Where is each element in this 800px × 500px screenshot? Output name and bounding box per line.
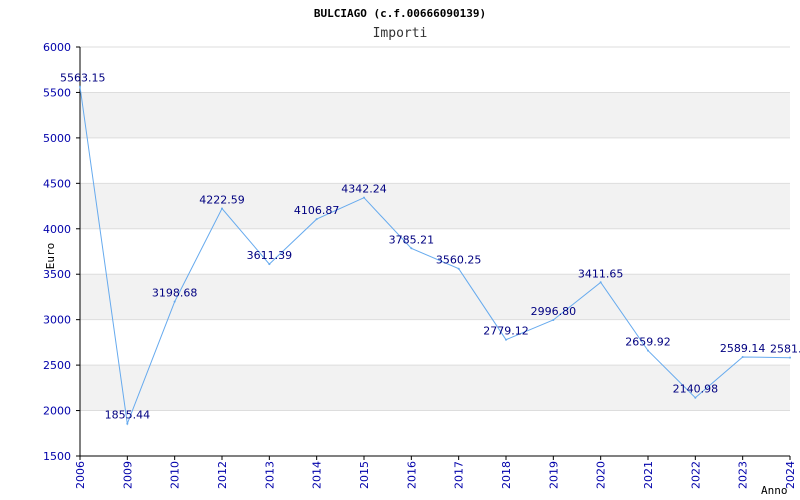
data-point bbox=[126, 422, 129, 425]
y-tick-label: 4000 bbox=[43, 223, 71, 236]
x-tick-label: 2019 bbox=[547, 461, 560, 489]
data-point bbox=[599, 281, 602, 284]
x-axis-label: Anno bbox=[761, 484, 788, 497]
chart-title: BULCIAGO (c.f.00666090139) bbox=[314, 7, 486, 20]
y-axis-label: Euro bbox=[44, 243, 57, 270]
data-label: 4222.59 bbox=[199, 194, 245, 207]
data-label: 2996.80 bbox=[531, 305, 577, 318]
y-tick-label: 2500 bbox=[43, 359, 71, 372]
y-tick-label: 6000 bbox=[43, 41, 71, 54]
x-tick-label: 2021 bbox=[642, 461, 655, 489]
data-point bbox=[457, 267, 460, 270]
x-tick-label: 2018 bbox=[500, 461, 513, 489]
x-tick-label: 2016 bbox=[405, 461, 418, 489]
data-point bbox=[741, 356, 744, 359]
data-label: 3611.39 bbox=[247, 249, 293, 262]
data-label: 2581.8 bbox=[770, 343, 800, 356]
data-label: 3785.21 bbox=[389, 233, 435, 246]
x-tick-label: 2012 bbox=[216, 461, 229, 489]
data-point bbox=[647, 349, 649, 352]
y-tick-label: 5000 bbox=[43, 132, 71, 145]
data-point bbox=[363, 196, 365, 199]
data-point bbox=[79, 85, 81, 88]
data-labels: 5563.15 1855.44 3198.68 4222.59 3611.39 4106.… bbox=[60, 72, 800, 422]
data-label: 3198.68 bbox=[152, 287, 198, 300]
y-tick-labels: 1500 2000 2500 3000 3500 4000 4500 5000 5500 6000 bbox=[43, 41, 71, 463]
background-bands bbox=[80, 92, 790, 411]
data-label: 4342.24 bbox=[341, 183, 387, 196]
data-label: 2659.92 bbox=[625, 336, 671, 349]
data-point bbox=[505, 338, 507, 341]
y-tick-label: 1500 bbox=[43, 450, 71, 463]
data-point bbox=[694, 396, 697, 399]
x-tick-label: 2022 bbox=[689, 461, 702, 489]
chart-subtitle: Importi bbox=[373, 26, 428, 41]
data-label: 3411.65 bbox=[578, 267, 624, 280]
x-tick-label: 2024 bbox=[784, 461, 797, 489]
y-tick-label: 3500 bbox=[43, 268, 71, 281]
grid-band bbox=[80, 274, 790, 320]
data-label: 2140.98 bbox=[673, 383, 719, 396]
x-tick-label: 2010 bbox=[169, 461, 182, 489]
data-label: 5563.15 bbox=[60, 72, 106, 85]
grid-band bbox=[80, 365, 790, 411]
series-line bbox=[79, 85, 791, 426]
data-point bbox=[268, 263, 271, 266]
data-point bbox=[315, 218, 318, 221]
data-point bbox=[173, 300, 176, 303]
x-tick-label: 2006 bbox=[74, 461, 87, 489]
x-tick-label: 2017 bbox=[453, 461, 466, 489]
x-tick-label: 2020 bbox=[595, 461, 608, 489]
data-label: 3560.25 bbox=[436, 254, 482, 267]
x-tick-label: 2023 bbox=[737, 461, 750, 489]
axes bbox=[76, 46, 791, 460]
data-point bbox=[221, 207, 223, 210]
data-point bbox=[552, 318, 555, 321]
data-label: 2589.14 bbox=[720, 342, 766, 355]
y-tick-label: 5500 bbox=[43, 86, 71, 99]
grid-band bbox=[80, 183, 790, 229]
data-label: 4106.87 bbox=[294, 204, 340, 217]
y-tick-label: 2000 bbox=[43, 405, 71, 418]
series-line-path bbox=[79, 86, 791, 426]
x-tick-label: 2015 bbox=[358, 461, 371, 489]
x-tick-labels: 2006 2009 2010 2012 2013 2014 2015 2016 2017 2018… bbox=[74, 461, 797, 489]
data-label: 2779.12 bbox=[483, 325, 529, 338]
data-label: 1855.44 bbox=[105, 409, 151, 422]
x-tick-label: 2014 bbox=[311, 461, 324, 489]
y-tick-label: 3000 bbox=[43, 314, 71, 327]
data-point bbox=[410, 247, 413, 250]
x-tick-label: 2009 bbox=[121, 461, 134, 489]
y-tick-label: 4500 bbox=[43, 177, 71, 190]
x-tick-label: 2013 bbox=[263, 461, 276, 489]
data-point bbox=[789, 356, 791, 359]
grid-band bbox=[80, 92, 790, 138]
grid-lines bbox=[80, 46, 790, 457]
